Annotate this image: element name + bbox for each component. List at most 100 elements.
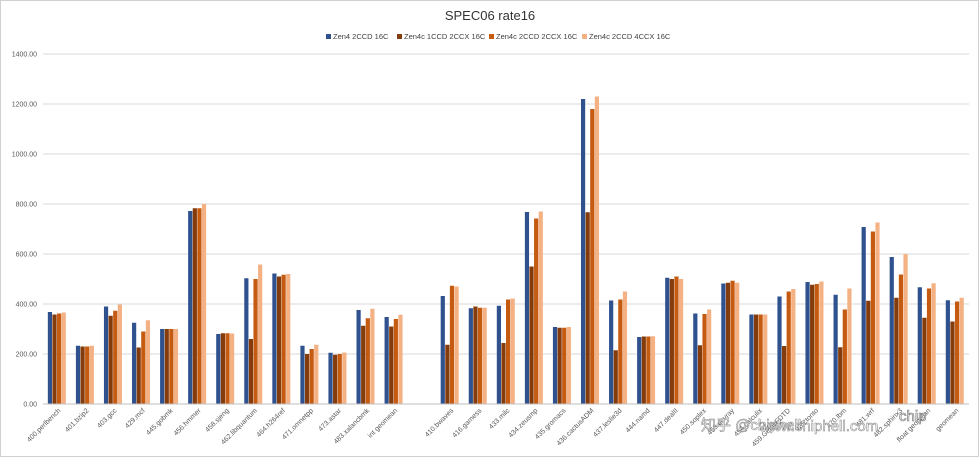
bar (169, 329, 174, 404)
y-tick-label: 800.00 (16, 202, 38, 209)
legend-swatch (489, 34, 494, 39)
x-tick-label: 437.leslie3d (592, 407, 623, 438)
bar (861, 227, 866, 404)
bar (782, 346, 787, 404)
legend-swatch (397, 34, 402, 39)
bar (389, 326, 394, 404)
legend: Zen4 2CCD 16C Zen4c 1CCD 2CCX 16C Zen4c 2C… (326, 32, 671, 41)
bar (188, 211, 193, 404)
bar (791, 289, 796, 404)
legend-swatch (326, 34, 331, 39)
bar (449, 285, 455, 404)
y-tick-label: 1000.00 (12, 152, 37, 159)
bar (585, 212, 590, 404)
y-tick-label: 400.00 (16, 302, 38, 309)
bar (356, 310, 361, 404)
x-tick-label: 458.sjeng (204, 407, 230, 433)
bar (136, 347, 141, 404)
bar (173, 329, 179, 404)
bar (697, 345, 703, 404)
bar (61, 312, 66, 404)
bar (108, 315, 113, 404)
x-tick-label: 456.hmmer (173, 407, 203, 437)
bar (730, 280, 735, 404)
x-tick-label: 400.perlbench (26, 407, 62, 443)
bar (454, 286, 459, 404)
bar (370, 308, 375, 404)
bar (566, 327, 571, 404)
bar (510, 298, 515, 404)
bar (300, 345, 305, 404)
bar (622, 291, 628, 404)
bar (361, 325, 366, 404)
bar (160, 329, 165, 404)
bar (141, 331, 146, 404)
bar (85, 346, 90, 404)
bar (506, 299, 511, 404)
bar (192, 208, 197, 404)
bar (258, 264, 263, 404)
bar (618, 299, 623, 404)
bar (216, 334, 221, 404)
y-axis: 0.00 200.00 400.00 600.00 800.00 1000.00 1200.… (12, 52, 37, 409)
bar (894, 297, 899, 404)
bar (440, 296, 445, 404)
chart-title: SPEC06 rate16 (445, 8, 535, 23)
bar (922, 317, 927, 404)
y-tick-label: 1200.00 (12, 102, 37, 109)
bar (847, 288, 852, 404)
x-tick-label: 447.dealII (653, 407, 680, 434)
bar (201, 204, 207, 404)
bar (220, 333, 225, 404)
bar (707, 309, 712, 404)
x-tick-label: 444.namd (625, 407, 652, 434)
bar (580, 99, 586, 404)
bar (468, 308, 473, 404)
y-tick-label: 600.00 (16, 252, 38, 259)
bar (959, 297, 964, 404)
bar (272, 273, 277, 404)
bar (145, 320, 151, 404)
bar (229, 333, 235, 404)
watermark-zhihu-text: 知乎 @chiphell (701, 417, 801, 434)
bar (225, 333, 230, 404)
bar (529, 266, 534, 404)
x-tick-label: int geomean (367, 407, 399, 439)
x-tick-label: 473.astar (317, 407, 343, 433)
bar (337, 354, 342, 404)
bar (702, 314, 707, 404)
y-tick-label: 1400.00 (12, 52, 37, 59)
bar (725, 282, 731, 404)
legend-label: Zen4 2CCD 16C (333, 32, 389, 41)
legend-label: Zen4c 1CCD 2CCX 16C (404, 32, 486, 41)
bar (253, 279, 258, 404)
y-tick-label: 0.00 (23, 402, 37, 409)
legend-label: Zen4c 2CCD 4CCX 16C (589, 32, 671, 41)
bar (903, 254, 908, 404)
bar (749, 314, 754, 404)
bar (866, 300, 871, 404)
bar (52, 314, 57, 404)
bar (931, 283, 936, 404)
bar (562, 327, 567, 404)
bar (594, 96, 599, 404)
bar (758, 314, 763, 404)
bar (445, 344, 450, 404)
x-tick-label: 416.gamess (451, 407, 483, 439)
bar (870, 231, 875, 404)
bar (244, 278, 249, 404)
bar (309, 349, 314, 404)
bar (538, 211, 543, 404)
bar (501, 343, 506, 404)
bar (524, 212, 530, 404)
bar (678, 279, 684, 404)
bar (117, 304, 122, 404)
bar (75, 345, 81, 404)
x-tick-label: 401.bzip2 (64, 407, 90, 433)
bar (810, 284, 815, 404)
bar (384, 317, 389, 404)
legend-swatch (582, 34, 587, 39)
bar (926, 288, 932, 404)
bar (669, 279, 674, 404)
